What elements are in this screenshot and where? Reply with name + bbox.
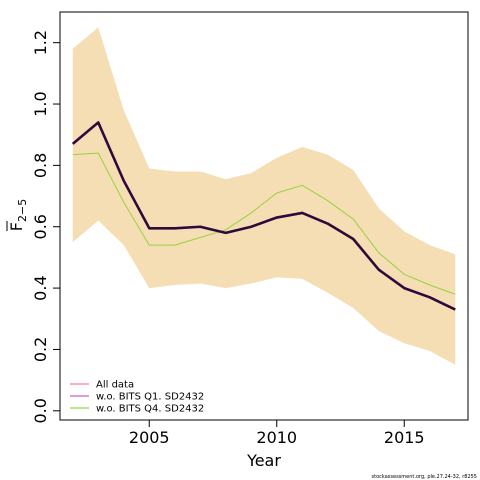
- y-tick-label: 0.6: [31, 214, 50, 239]
- y-axis-title: F2−5: [6, 199, 29, 231]
- legend-label: w.o. BITS Q4. SD2432: [96, 404, 204, 415]
- x-tick-label: 2005: [129, 428, 170, 447]
- y-tick-label: 0.4: [31, 275, 50, 300]
- x-axis-title: Year: [246, 451, 281, 470]
- series-layer: [71, 121, 456, 311]
- legend-label: w.o. BITS Q1. SD2432: [96, 392, 204, 403]
- y-tick-label: 0.8: [31, 153, 50, 178]
- x-axis: 2005 2010 2015: [129, 419, 425, 447]
- confidence-band: [72, 27, 456, 365]
- y-tick-label: 1.0: [31, 91, 50, 116]
- y-axis-title-main: F: [7, 222, 26, 231]
- y-tick-label: 0.2: [31, 337, 50, 362]
- y-tick-label: 0.0: [31, 398, 50, 423]
- legend-label: All data: [96, 380, 134, 391]
- series-line-2: [72, 152, 456, 295]
- x-tick-label: 2010: [256, 428, 297, 447]
- estimate-line: [71, 121, 456, 311]
- y-tick-label: 1.2: [31, 30, 50, 55]
- footer-credit: stockassessment.org, ple.27.24-32, r8255: [372, 474, 477, 480]
- ci-band-layer: [72, 27, 456, 365]
- y-axis-title-sub: 2−5: [16, 199, 29, 222]
- x-tick-label: 2015: [384, 428, 425, 447]
- y-axis: 0.0 0.2 0.4 0.6 0.8 1.0 1.2: [31, 30, 61, 424]
- svg-text:F2−5: F2−5: [7, 199, 29, 231]
